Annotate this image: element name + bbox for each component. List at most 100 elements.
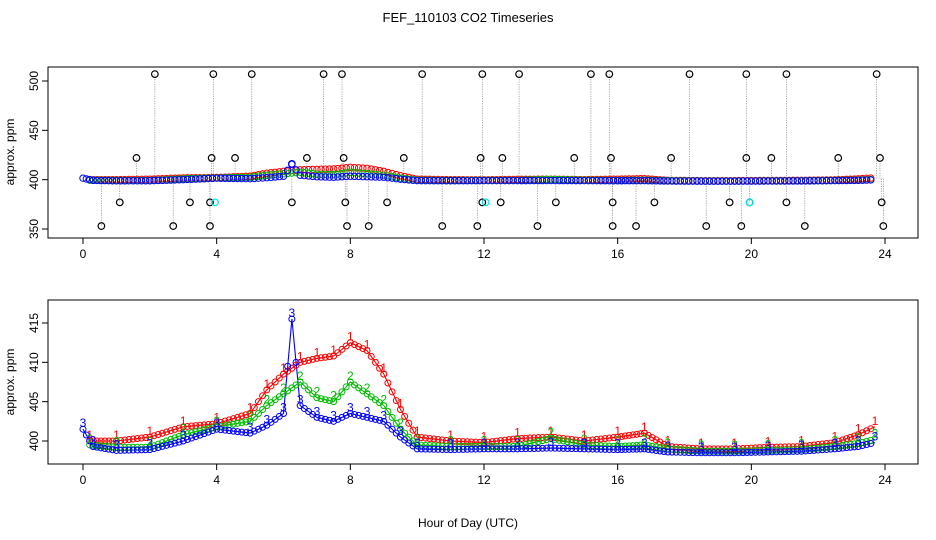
bottom-point-1	[426, 435, 434, 443]
bottom-point-2	[637, 441, 645, 449]
top-y-tick-label: 450	[27, 120, 41, 140]
top-measurement-point	[517, 176, 526, 185]
bottom-glyph-3: 3	[514, 436, 521, 450]
bottom-point-1	[637, 430, 645, 438]
bottom-point-1	[850, 432, 858, 440]
bottom-point-3	[731, 449, 739, 457]
top-measurement-point	[150, 176, 158, 185]
bottom-point-1	[355, 343, 363, 351]
top-marker-calibration_zero	[879, 222, 888, 230]
top-measurement-point	[425, 176, 434, 185]
bottom-glyph-1: 1	[481, 430, 488, 444]
top-marker-calibration_zero	[343, 222, 351, 230]
bottom-glyph-1: 1	[855, 422, 862, 436]
bottom-point-2	[313, 394, 321, 402]
top-measurement-point	[238, 174, 246, 183]
bottom-point-2	[259, 406, 267, 414]
top-measurement-point	[760, 177, 768, 185]
bottom-point-3	[330, 417, 338, 425]
bottom-point-3	[112, 446, 120, 454]
bottom-point-3	[863, 441, 871, 449]
bottom-point-3	[438, 445, 446, 453]
bottom-point-3	[701, 449, 709, 457]
bottom-point-1	[367, 352, 375, 360]
top-measurement-point	[250, 174, 258, 183]
top-marker-calibration_low	[496, 198, 505, 207]
bottom-point-3	[689, 449, 697, 457]
top-measurement-point	[718, 177, 726, 185]
bottom-glyph-3: 3	[698, 440, 705, 454]
bottom-point-2	[309, 390, 317, 398]
bottom-point-3	[392, 429, 400, 437]
bottom-point-3	[621, 445, 629, 453]
bottom-glyph-3: 3	[447, 437, 454, 451]
top-measurement-point	[309, 165, 317, 174]
bottom-point-3	[538, 444, 546, 452]
bottom-point-2	[167, 435, 175, 443]
top-measurement-point	[112, 177, 121, 185]
bottom-point-1	[254, 398, 262, 406]
bottom-glyph-1: 1	[113, 428, 120, 442]
top-measurement-point	[304, 172, 313, 180]
top-measurement-point	[283, 166, 292, 174]
bottom-y-tick-label: 400	[27, 431, 41, 451]
bottom-point-3	[93, 443, 101, 451]
bottom-point-2	[296, 378, 304, 386]
top-measurement-point	[446, 177, 455, 185]
bottom-point-2	[434, 442, 442, 450]
bottom-point-2	[555, 436, 563, 444]
top-marker-cyan_flags	[745, 198, 754, 207]
bottom-point-1	[858, 429, 866, 437]
top-measurement-point	[522, 176, 530, 185]
top-x-tick-label: 8	[347, 247, 354, 261]
bottom-point-1	[300, 357, 308, 365]
bottom-point-3	[760, 448, 768, 456]
bottom-point-1	[246, 409, 254, 417]
bottom-point-3	[497, 445, 505, 453]
bottom-point-1	[513, 435, 521, 443]
top-marker-calibration_low	[725, 198, 734, 207]
top-measurement-point	[739, 177, 747, 185]
top-measurement-point	[730, 177, 739, 185]
bottom-point-1	[488, 438, 496, 446]
top-measurement-point	[563, 176, 572, 185]
bottom-point-3	[129, 446, 137, 454]
bottom-point-2	[572, 439, 580, 447]
top-measurement-point	[854, 176, 862, 185]
top-measurement-point	[79, 174, 87, 182]
bottom-point-2	[192, 428, 200, 436]
bottom-point-3	[359, 412, 367, 420]
bottom-point-3	[493, 445, 501, 453]
bottom-point-1	[121, 436, 129, 444]
bottom-glyph-2: 2	[855, 430, 862, 444]
top-measurement-point	[246, 174, 254, 183]
bottom-point-1	[380, 370, 388, 378]
bottom-point-3	[363, 413, 371, 421]
bottom-point-1	[601, 435, 609, 443]
top-marker-calibration_mid	[399, 154, 408, 162]
top-marker-calibration_high	[247, 70, 256, 78]
top-marker-calibration_high	[605, 70, 614, 78]
top-measurement-point	[263, 173, 271, 182]
bottom-point-2	[330, 398, 338, 406]
top-measurement-point	[559, 176, 568, 185]
bottom-point-1	[321, 353, 329, 361]
bottom-point-3	[547, 444, 555, 452]
bottom-point-2	[229, 420, 237, 428]
bottom-point-3	[685, 449, 693, 457]
bottom-point-2	[685, 446, 693, 454]
bottom-glyph-2: 2	[514, 434, 521, 448]
top-marker-calibration_mid	[742, 154, 751, 162]
bottom-glyph-3: 3	[664, 439, 671, 453]
bottom-point-3	[163, 441, 171, 449]
bottom-point-3	[793, 447, 801, 455]
bottom-glyph-1: 1	[213, 411, 220, 425]
bottom-point-2	[409, 437, 417, 445]
bottom-point-3	[814, 446, 822, 454]
top-measurement-point	[697, 177, 705, 185]
bottom-glyph-2: 2	[872, 426, 879, 440]
bottom-glyph-2: 2	[614, 434, 621, 448]
bottom-point-3	[204, 428, 212, 436]
bottom-point-1	[325, 353, 333, 361]
bottom-point-3	[802, 447, 810, 455]
